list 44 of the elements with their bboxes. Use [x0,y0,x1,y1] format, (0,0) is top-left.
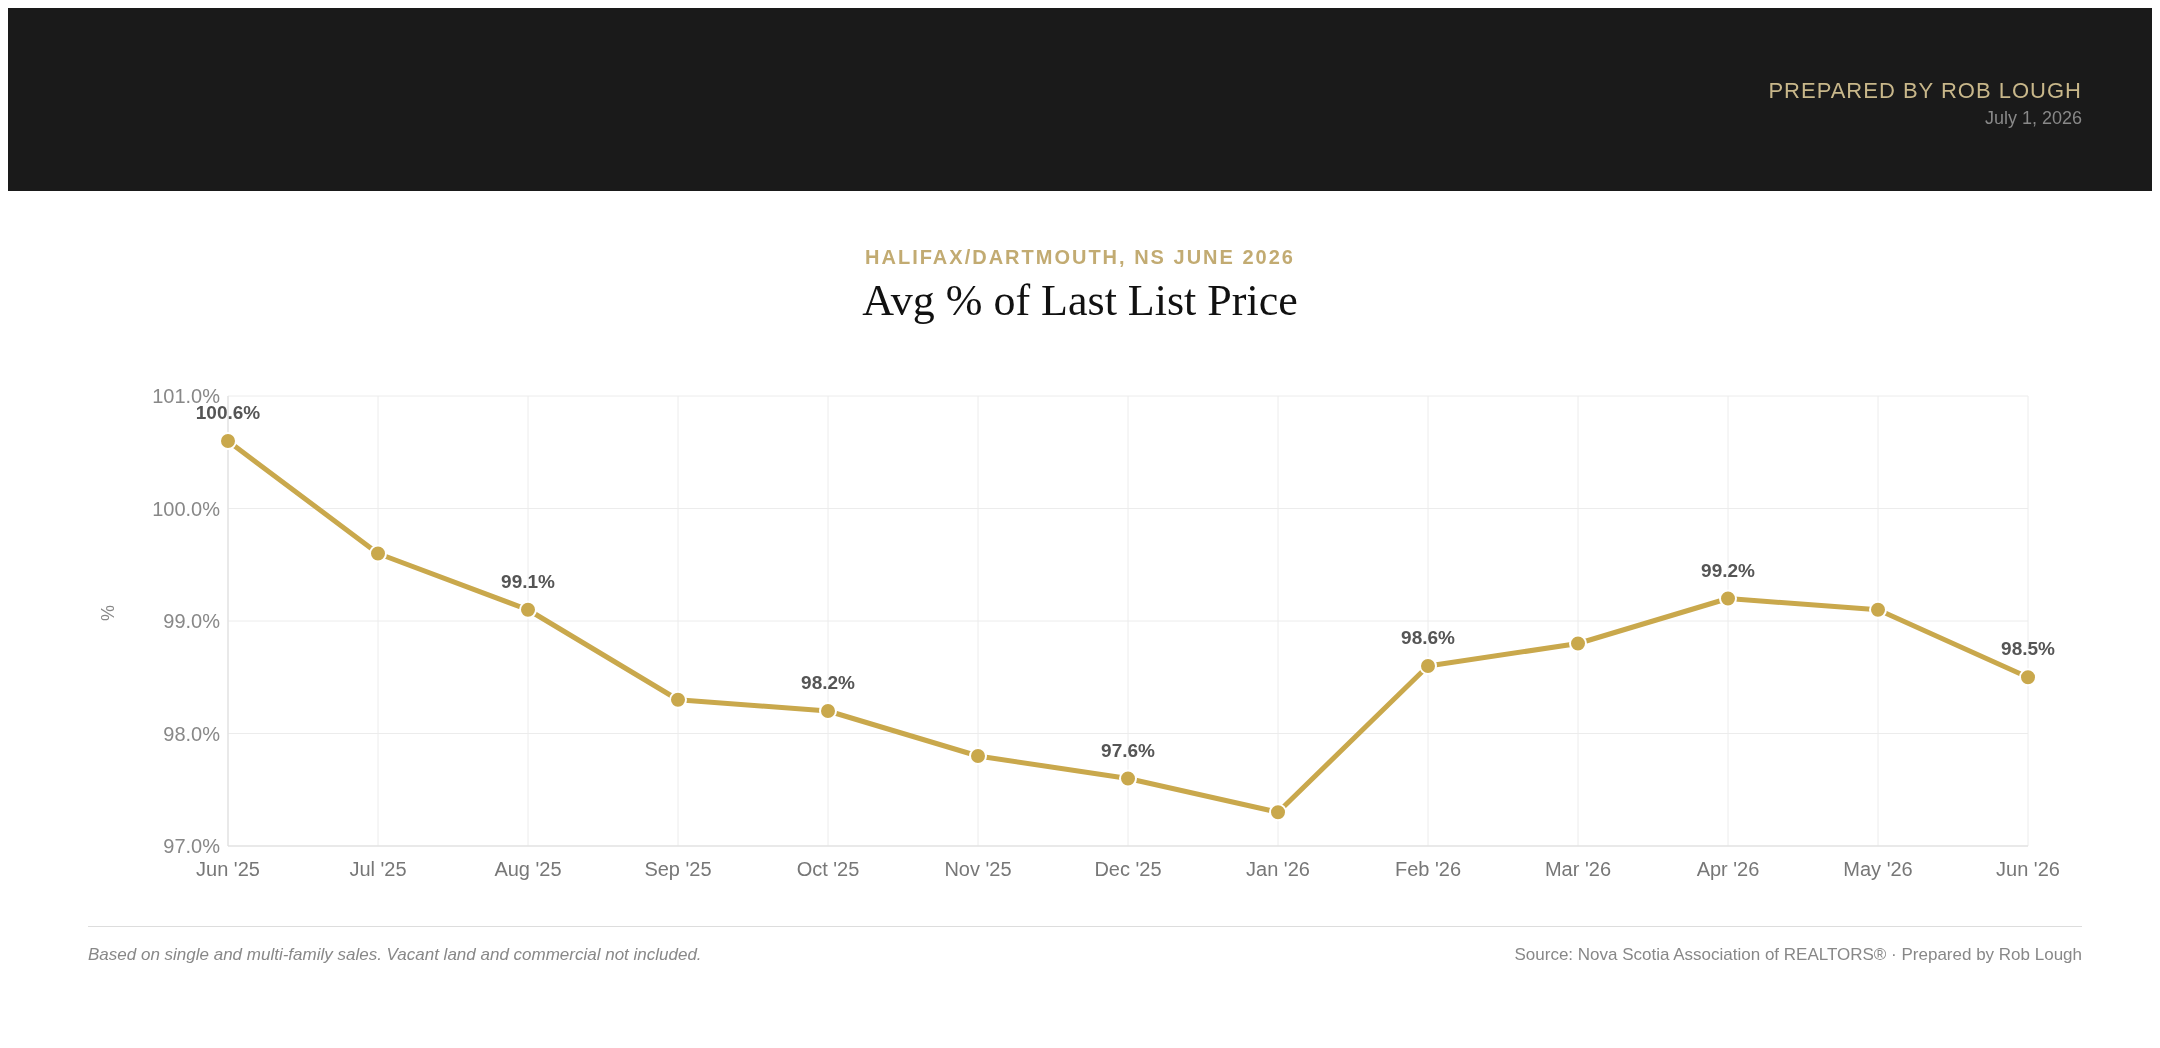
y-tick-label: 99.0% [163,610,221,633]
data-label: 98.2% [801,672,856,693]
x-tick-label: May '26 [1843,858,1913,881]
x-tick-label: Jan '26 [1246,858,1310,881]
point [819,702,837,720]
chart-title: Avg % of Last List Price [861,275,1299,326]
x-tick-label: Jul '25 [349,858,407,881]
y-tick-label: 97.0% [163,835,221,858]
data-label: 97.6% [1101,739,1156,761]
source-note: Source: Nova Scotia Association of REALTORS® · Prepared by Rob Lough [1514,945,2082,965]
y-axis-title: % [98,604,119,621]
point [1119,769,1137,788]
y-tick-label: 100.0% [152,497,221,520]
x-tick-label: Oct '25 [796,858,860,881]
text: July 1, 2026 [1983,108,2082,129]
point [2019,668,2037,687]
point [1569,634,1587,653]
point [969,747,987,765]
data-label: 100.6% [195,402,261,423]
point [1419,657,1437,675]
data-label: 98.5% [2001,638,2056,660]
text: PREPARED BY ROB LOUGH [1768,78,2082,104]
point [219,432,237,450]
x-tick-label: Jun '26 [1996,858,2060,881]
point [369,544,387,563]
point [519,600,537,619]
point [1719,589,1737,608]
x-tick-label: Nov '25 [944,858,1012,881]
point [669,690,687,709]
data-label: 99.2% [1701,559,1756,581]
text: Based on single and multi-family sales. Vacant land and commercial not included. [88,945,702,965]
data-label: 99.1% [501,570,556,592]
point [1869,600,1887,619]
x-tick-label: Jun '25 [196,858,260,881]
data-label: 98.6% [1401,627,1456,648]
x-tick-label: Mar '26 [1544,858,1612,881]
x-tick-label: Aug '25 [494,858,562,881]
chart-subtitle: HALIFAX/DARTMOUTH, NS JUNE 2026 [864,246,1296,269]
y-tick-label: 98.0% [163,722,221,745]
x-tick-label: Sep '25 [644,858,712,881]
x-tick-label: Feb '26 [1394,858,1462,881]
x-tick-label: Dec '25 [1094,858,1162,881]
x-tick-label: Apr '26 [1696,858,1760,881]
point [1269,803,1287,822]
